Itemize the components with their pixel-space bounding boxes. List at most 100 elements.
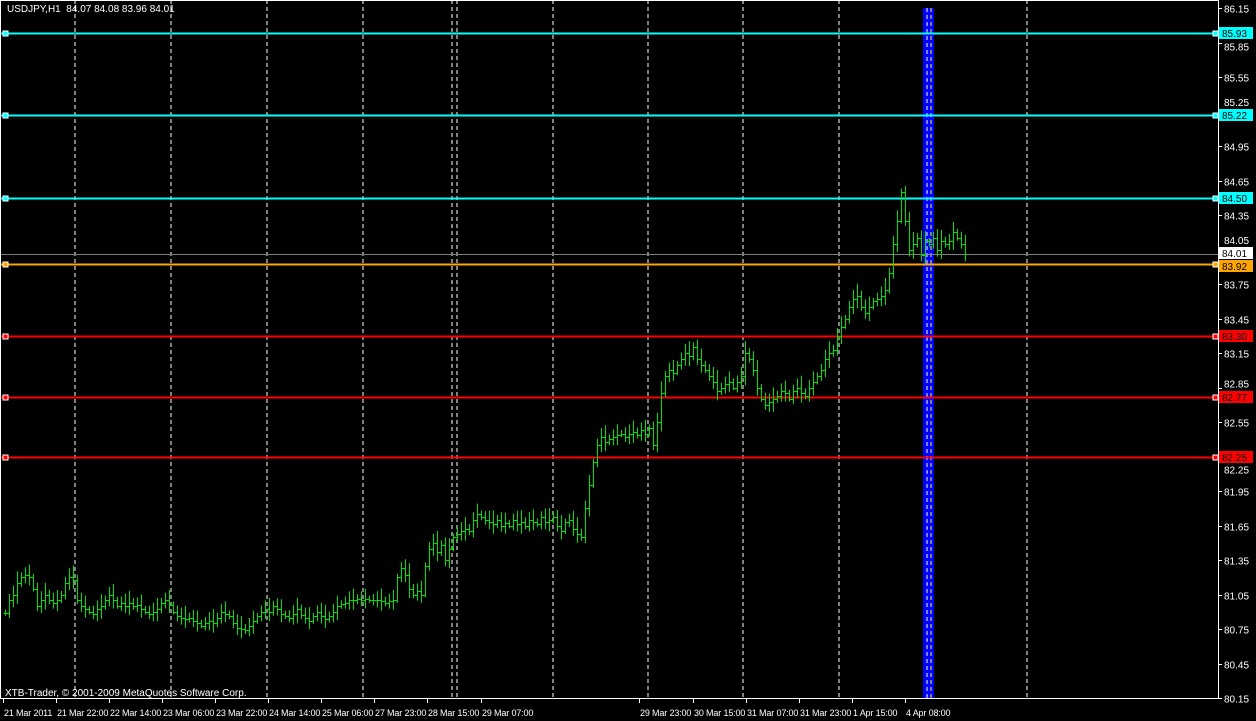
ohlc-bar (355, 594, 360, 605)
ohlc-bar (475, 503, 480, 529)
x-tick-label: 23 Mar 06:00 (163, 708, 214, 718)
ohlc-bar (331, 604, 336, 623)
x-tick-label: 27 Mar 23:00 (375, 708, 426, 718)
ohlc-bar (855, 283, 860, 309)
ohlc-bar (459, 522, 464, 541)
ohlc-bar (751, 351, 756, 377)
ohlc-bar (519, 510, 524, 534)
ohlc-bar (687, 341, 692, 366)
ohlc-readout: 84.07 84.08 83.96 84.01 (66, 4, 175, 15)
ohlc-bar (467, 524, 472, 536)
y-tick-label: 86.15 (1224, 5, 1249, 16)
ohlc-bar (375, 591, 380, 608)
ohlc-bar (227, 610, 232, 620)
ohlc-bar (143, 606, 148, 615)
ohlc-bar (51, 592, 56, 609)
ohlc-bar (251, 610, 256, 634)
ohlc-bar (327, 611, 332, 623)
ohlc-bar (659, 381, 664, 432)
level-price-tag (1219, 451, 1253, 463)
level-handle (1212, 394, 1219, 401)
ohlc-bar (387, 593, 392, 609)
ohlc-bar (543, 508, 548, 530)
y-tick-label: 84.05 (1224, 236, 1249, 247)
ohlc-bar (183, 605, 188, 629)
ohlc-bar (259, 605, 264, 622)
level-handle (2, 261, 9, 268)
ohlc-bar (639, 422, 644, 441)
ohlc-bar (903, 185, 908, 226)
ohlc-bar (403, 559, 408, 583)
ohlc-bar (567, 513, 572, 528)
ohlc-bar (915, 233, 920, 248)
ohlc-bar (835, 328, 840, 356)
ohlc-bar (875, 292, 880, 307)
ohlc-bar (815, 372, 820, 385)
ohlc-bar (47, 589, 52, 605)
x-tick-label: 4 Apr 08:00 (906, 708, 951, 718)
ohlc-bar (423, 562, 428, 598)
ohlc-bar (303, 607, 308, 624)
ohlc-bar (243, 624, 248, 635)
ohlc-bar (439, 540, 444, 556)
ohlc-bar (675, 361, 680, 376)
ohlc-bar (311, 612, 316, 624)
ohlc-bar (295, 597, 300, 624)
level-price-label: 82.77 (1222, 393, 1247, 404)
ohlc-bar (663, 371, 668, 398)
ohlc-bar (15, 571, 20, 604)
y-tick-label: 85.25 (1224, 98, 1249, 109)
ohlc-bar (483, 511, 488, 525)
level-price-tag (1219, 247, 1253, 259)
ohlc-bar (43, 582, 48, 610)
y-tick-label: 81.65 (1224, 523, 1249, 534)
ohlc-bar (87, 606, 92, 615)
ohlc-bar (379, 588, 384, 611)
ohlc-bar (315, 605, 320, 622)
level-handle (1212, 112, 1219, 119)
ohlc-bar (203, 617, 208, 631)
ohlc-bar (667, 362, 672, 383)
ohlc-bar (167, 589, 172, 614)
ohlc-bar (107, 586, 112, 607)
ohlc-bar (415, 583, 420, 601)
ohlc-bar (411, 583, 416, 599)
ohlc-bar (75, 574, 80, 605)
ohlc-bar (767, 393, 772, 412)
ohlc-bar (55, 589, 60, 611)
ohlc-bar (511, 513, 516, 531)
ohlc-bar (575, 517, 580, 543)
ohlc-bar (507, 519, 512, 529)
ohlc-bar (947, 233, 952, 250)
ohlc-bar (883, 278, 888, 305)
ohlc-bar (283, 610, 288, 620)
ohlc-bar (503, 512, 508, 534)
y-tick-label: 85.55 (1224, 74, 1249, 85)
ohlc-bar (671, 359, 676, 381)
ohlc-bar (263, 600, 268, 619)
ohlc-bar (135, 597, 140, 613)
y-tick-label: 81.95 (1224, 488, 1249, 499)
ohlc-bar (563, 518, 568, 535)
x-tick-label: 22 Mar 14:00 (110, 708, 161, 718)
y-tick-label: 82.55 (1224, 419, 1249, 430)
ohlc-bar (535, 518, 540, 528)
ohlc-bar (827, 341, 832, 369)
ohlc-bar (179, 607, 184, 625)
level-handle (1212, 454, 1219, 461)
ohlc-bar (339, 600, 344, 609)
level-price-tag (1219, 330, 1253, 342)
ohlc-bar (231, 610, 236, 629)
level-price-label: 82.25 (1222, 453, 1247, 464)
ohlc-bar (539, 511, 544, 530)
ohlc-bar (139, 594, 144, 618)
ohlc-bar (163, 592, 168, 609)
ohlc-bar (611, 429, 616, 446)
x-tick-label: 23 Mar 22:00 (216, 708, 267, 718)
level-price-label: 84.50 (1222, 194, 1247, 205)
ohlc-bar (99, 594, 104, 619)
ohlc-bar (963, 234, 968, 262)
ohlc-bar (891, 236, 896, 279)
ohlc-bar (615, 424, 620, 446)
